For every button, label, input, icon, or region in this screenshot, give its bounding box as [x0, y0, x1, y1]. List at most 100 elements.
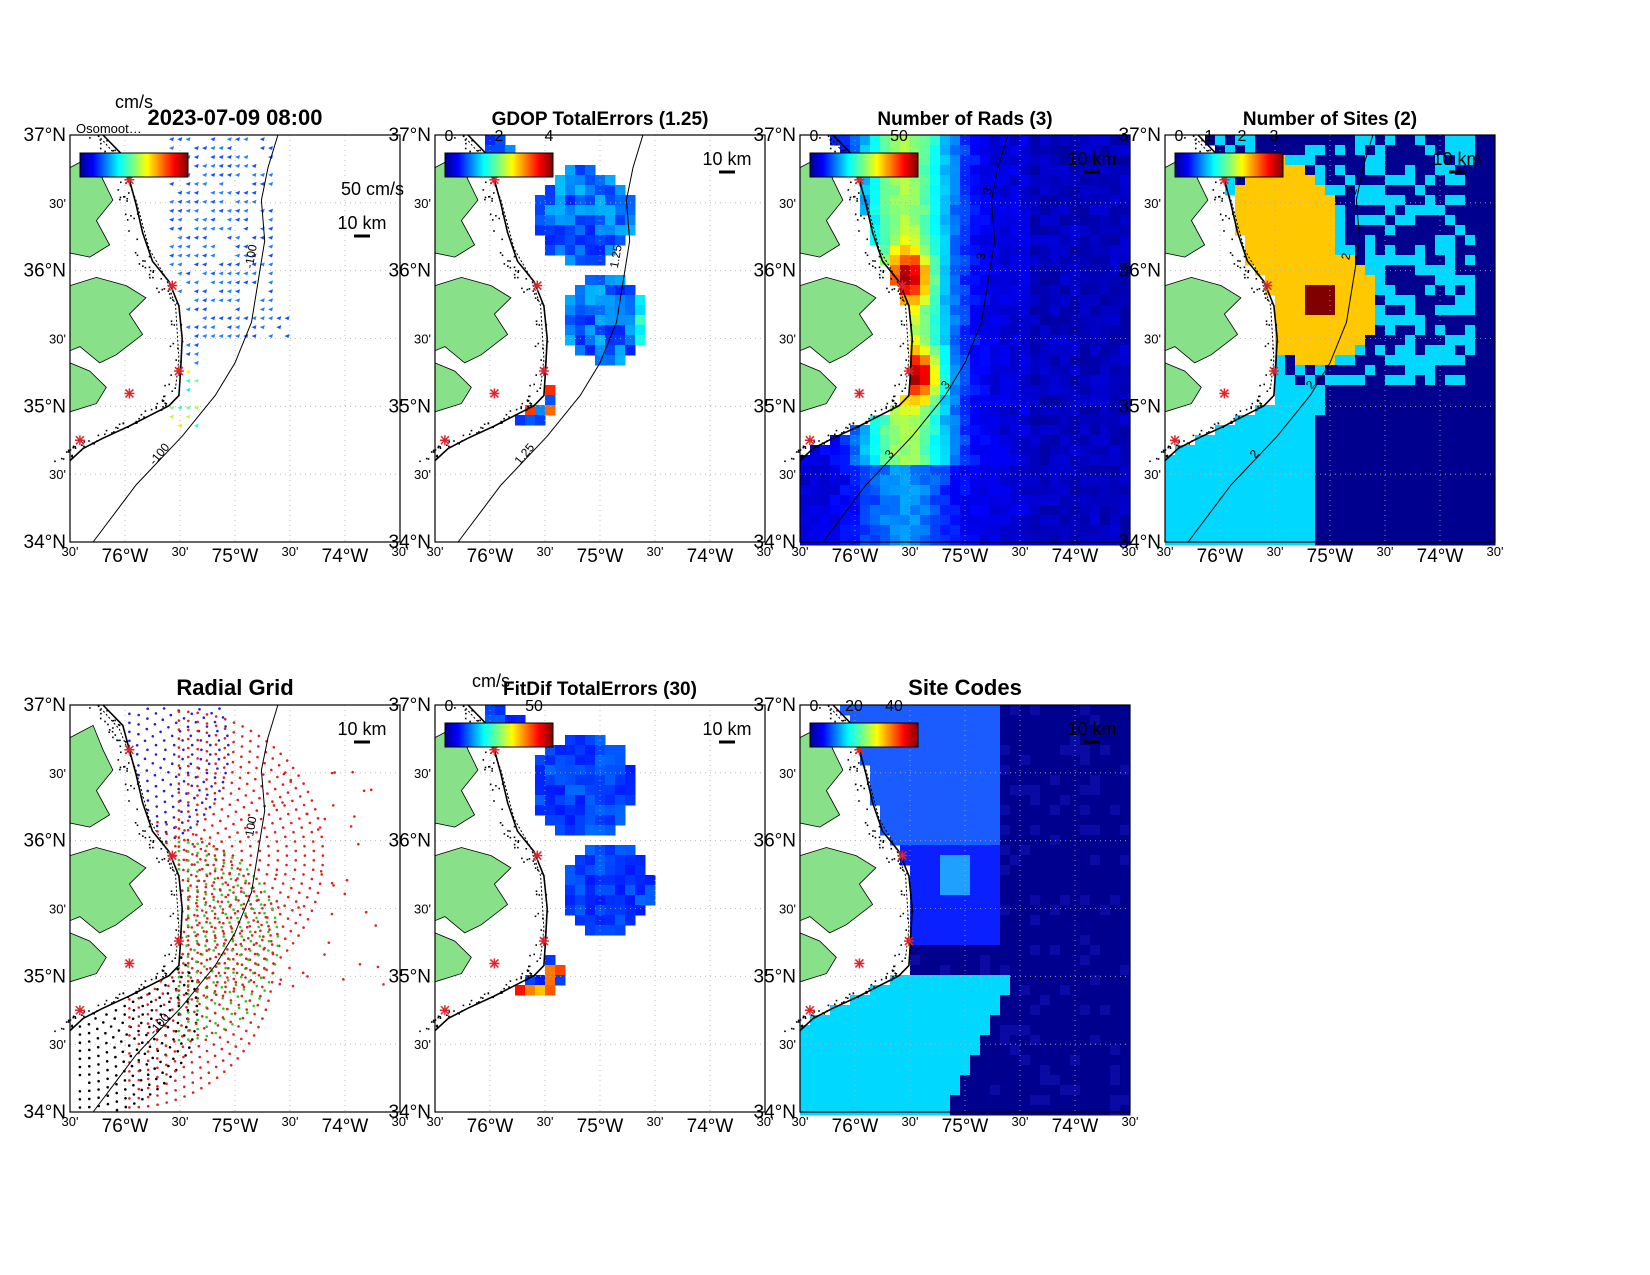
coast-speck [1165, 455, 1168, 457]
heat-cell [1355, 305, 1366, 316]
radial-grid-point [197, 1044, 201, 1048]
coast-speck [480, 426, 482, 429]
heat-cell [1000, 225, 1011, 236]
coast-speck [114, 719, 116, 722]
radial-grid-point [156, 1066, 159, 1070]
heat-cell [1375, 195, 1386, 206]
heat-cell [555, 195, 566, 206]
radial-grid-point [204, 911, 208, 914]
heat-cell [1090, 515, 1101, 526]
coast-speck [127, 996, 129, 999]
current-vector [210, 244, 216, 249]
heat-cell [970, 465, 981, 476]
heat-cell [1030, 485, 1041, 496]
heat-cell [990, 255, 1001, 266]
heat-cell [1445, 335, 1456, 346]
heat-cell [930, 145, 941, 156]
coast-speck [1267, 342, 1270, 345]
coast-speck [425, 457, 428, 460]
radial-grid-point [131, 1074, 135, 1078]
coast-speck [1255, 409, 1257, 412]
heat-cell [1050, 255, 1061, 266]
coast-speck [1162, 449, 1165, 452]
coast-speck [456, 442, 459, 444]
radial-grid-point [213, 939, 217, 943]
heat-cell [1305, 385, 1316, 396]
heat-cell [910, 345, 921, 356]
site-marker [1169, 435, 1180, 446]
coast-speck [1258, 288, 1261, 290]
heat-cell [1030, 295, 1041, 306]
coast-speck [120, 181, 122, 184]
coast-speck [124, 783, 127, 786]
heat-cell [1295, 235, 1306, 246]
heat-cell [565, 195, 576, 206]
heat-cell [1425, 255, 1436, 266]
lat-tick-label: 34°N [24, 1102, 66, 1123]
radial-grid-point [223, 737, 227, 740]
heat-cell [1455, 325, 1466, 336]
heat-cell [970, 505, 981, 516]
heat-cell [1275, 135, 1286, 146]
heat-cell [1235, 145, 1246, 156]
heat-cell [870, 495, 881, 506]
heat-cell [1475, 195, 1486, 206]
heat-cell [555, 825, 566, 836]
heat-cell [1285, 375, 1296, 386]
radial-grid-point [249, 949, 252, 952]
radial-grid-point [188, 815, 191, 818]
heat-cell [1445, 355, 1456, 366]
radial-grid-point [104, 1031, 107, 1035]
heat-cell [1425, 425, 1436, 436]
coast-speck [168, 293, 171, 295]
radial-grid-point [217, 952, 221, 956]
radial-grid-point [162, 789, 166, 793]
heat-cell [1205, 465, 1216, 476]
heat-cell [1455, 235, 1466, 246]
heat-cell [1475, 155, 1486, 166]
panel-title: Radial Grid [176, 675, 293, 700]
heat-cell [1485, 325, 1496, 336]
radial-grid-point [229, 916, 233, 919]
radial-grid-point [224, 725, 227, 728]
heat-cell [1405, 175, 1416, 186]
heat-cell [1100, 335, 1111, 346]
lon-tick-label: 30' [1377, 544, 1394, 559]
heat-cell [1110, 145, 1121, 156]
radial-grid-point [275, 840, 279, 843]
heat-cell [615, 865, 626, 876]
heat-cell [1010, 325, 1021, 336]
heat-cell [1445, 505, 1456, 516]
heat-cell [1265, 515, 1276, 526]
current-vector [251, 199, 257, 204]
heat-cell [1385, 165, 1396, 176]
current-vector [177, 244, 183, 249]
heat-cell [1030, 385, 1041, 396]
radial-grid-point [128, 998, 131, 1001]
heat-cell [970, 525, 981, 536]
radial-grid-point [177, 782, 181, 785]
heat-cell [910, 425, 921, 436]
heat-cell [1010, 405, 1021, 416]
current-vector [259, 181, 265, 186]
heat-cell [1265, 445, 1276, 456]
heat-cell [1165, 475, 1176, 486]
radial-grid-point [221, 882, 224, 886]
heat-cell [980, 265, 991, 276]
coast-speck [525, 278, 528, 280]
current-vector [218, 199, 224, 204]
heat-cell [1345, 315, 1356, 326]
radial-grid-point [214, 1031, 217, 1035]
heat-cell [565, 805, 576, 816]
radial-grid-point [189, 976, 193, 979]
radial-grid-point [205, 920, 208, 924]
heat-cell [1315, 305, 1326, 316]
radial-grid-point [232, 957, 235, 961]
heat-cell [880, 485, 891, 496]
heat-cell [1355, 335, 1366, 346]
radial-grid-point [182, 1075, 186, 1079]
radial-grid-point [205, 731, 209, 734]
heat-cell [1060, 405, 1071, 416]
heat-cell [1010, 265, 1021, 276]
heat-cell [950, 375, 961, 386]
